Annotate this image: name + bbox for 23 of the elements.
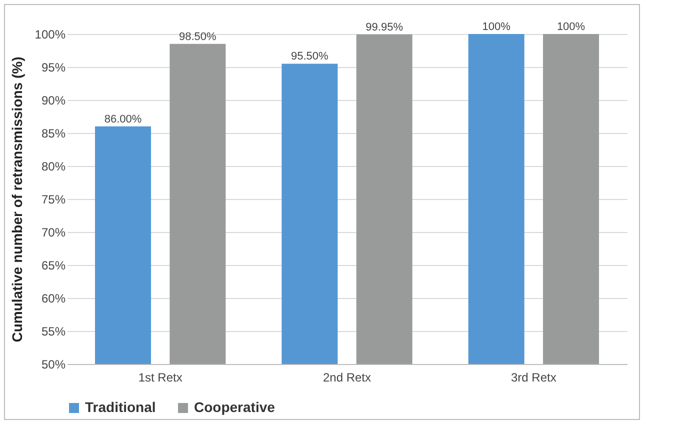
y-tick-label: 75% (41, 192, 66, 206)
legend-label: Traditional (85, 399, 156, 415)
data-label: 98.50% (179, 30, 217, 43)
y-tick-label: 80% (41, 160, 66, 174)
y-tick-label: 90% (41, 94, 66, 108)
y-tick-label: 65% (41, 258, 66, 272)
data-label: 100% (482, 21, 511, 33)
y-tick-label: 60% (41, 292, 66, 306)
x-tick-label: 3rd Retx (510, 370, 556, 384)
y-tick-label: 100% (34, 28, 66, 42)
data-label: 86.00% (104, 113, 142, 126)
x-tick-label: 2nd Retx (322, 370, 372, 384)
y-tick-label: 50% (41, 358, 66, 372)
y-tick-label: 85% (41, 126, 66, 140)
y-tick-label: 70% (41, 226, 66, 240)
y-axis-title: Cumulative number of retransmissions (%) (8, 56, 25, 342)
y-tick-label: 95% (41, 60, 66, 74)
legend-label: Cooperative (194, 399, 276, 415)
x-tick-label: 1st Retx (138, 370, 182, 384)
data-label: 95.50% (291, 50, 329, 63)
data-label: 99.95% (366, 21, 404, 34)
data-label: 100% (556, 21, 586, 33)
y-tick-label: 55% (41, 324, 66, 338)
